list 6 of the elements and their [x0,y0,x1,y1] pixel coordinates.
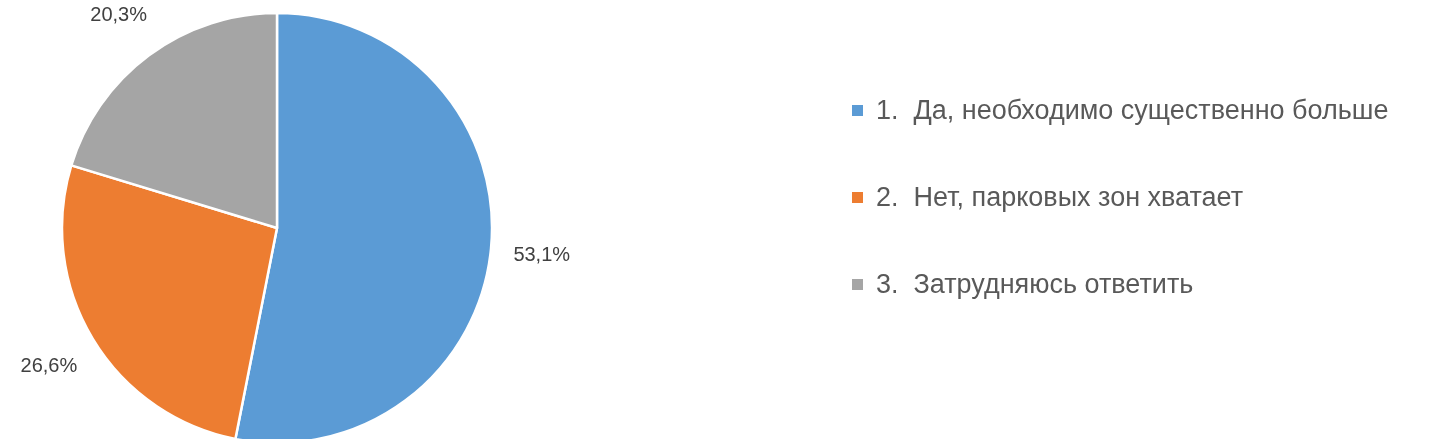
data-label: 26,6% [20,353,78,376]
data-label: 20,3% [90,3,148,26]
data-label: 53,1% [513,242,571,265]
legend-label: 2. Нет, парковых зон хватает [876,182,1244,212]
legend-label: 3. Затрудняюсь ответить [876,269,1194,299]
legend-label: 1. Да, необходимо существенно больше [876,95,1389,125]
